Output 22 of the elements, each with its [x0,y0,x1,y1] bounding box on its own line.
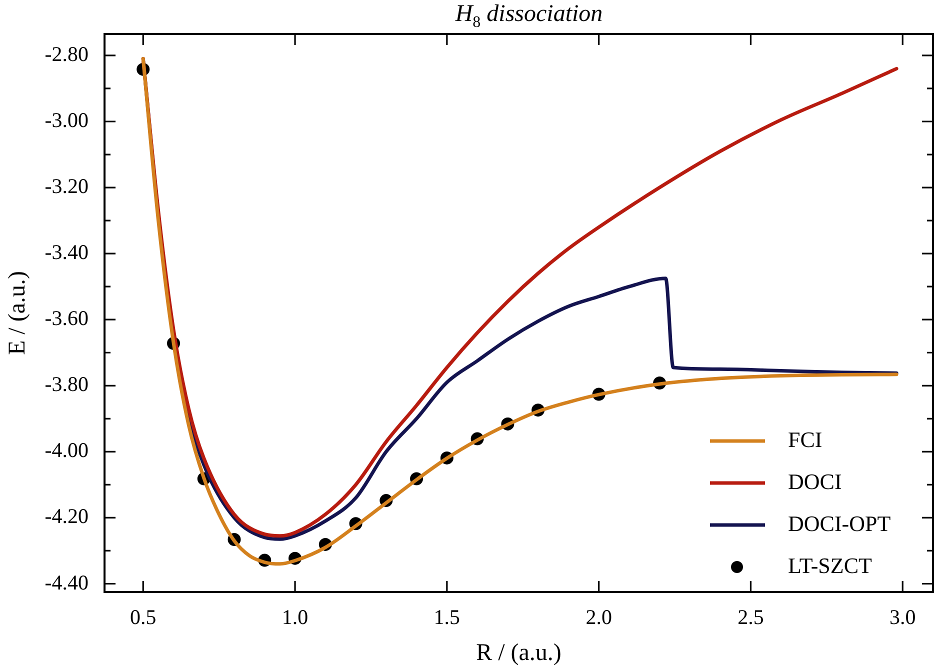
x-tick-label: 0.5 [130,605,156,630]
x-tick-label: 3.0 [889,605,916,630]
chart-title: H$_{8}$ dissociation [454,0,604,33]
legend-label: LT-SZCT [788,552,873,578]
y-tick-label: -3.20 [44,174,89,198]
y-tick-label: -3.80 [44,372,89,396]
x-tick-label: 1.5 [434,605,460,630]
legend-label: DOCI [788,468,842,494]
x-tick-label: 2.0 [586,605,612,630]
y-tick-label: -3.60 [44,306,89,330]
y-tick-label: -2.80 [44,42,89,66]
legend-label: DOCI-OPT [788,510,892,536]
y-tick-label: -3.00 [44,108,89,132]
legend-label: FCI [788,426,822,452]
x-axis-title: R / (a.u.) [476,640,562,666]
y-axis-title: E / (a.u.) [4,271,31,355]
y-tick-label: -4.00 [44,438,89,462]
x-tick-label: 1.0 [282,605,308,630]
y-tick-label: -4.40 [44,570,89,594]
y-tick-label: -4.20 [44,504,89,528]
y-tick-label: -3.40 [44,240,89,264]
x-tick-label: 2.5 [738,605,764,630]
